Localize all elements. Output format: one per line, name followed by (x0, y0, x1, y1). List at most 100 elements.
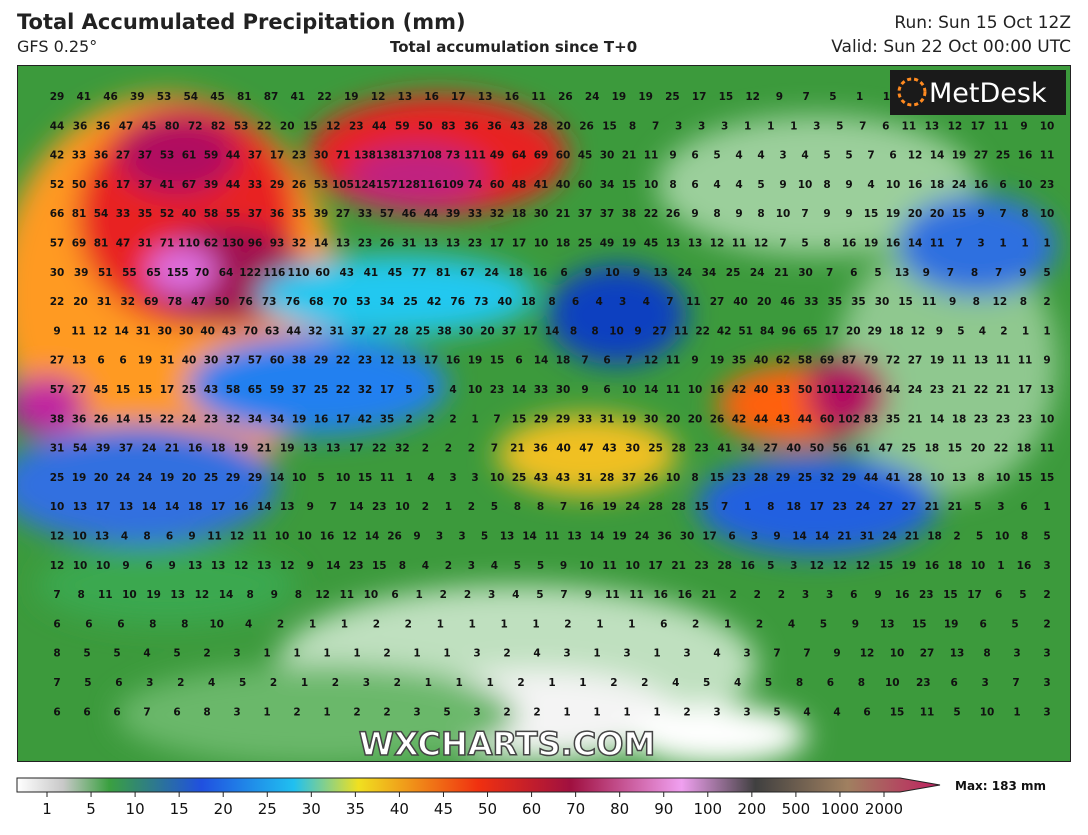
grid-value: 13 (446, 238, 461, 250)
grid-value: 27 (920, 648, 935, 660)
grid-value: 9 (1043, 355, 1050, 367)
grid-value: 7 (999, 208, 1006, 220)
grid-value: 40 (754, 384, 769, 396)
grid-value: 3 (413, 706, 420, 718)
grid-value: 43 (556, 472, 571, 484)
grid-value: 8 (796, 677, 803, 689)
grid-value: 19 (234, 443, 249, 455)
grid-value: 33 (72, 150, 87, 162)
grid-value: 30 (875, 296, 890, 308)
grid-value: 26 (666, 208, 681, 220)
grid-value: 27 (710, 296, 725, 308)
grid-value: 20 (480, 325, 495, 337)
grid-value: 29 (50, 91, 65, 103)
tick-label: 1 (42, 800, 52, 818)
grid-value: 37 (351, 325, 366, 337)
grid-value: 3 (743, 706, 750, 718)
grid-value: 67 (460, 267, 475, 279)
grid-value: 36 (72, 413, 87, 425)
grid-value: 18 (508, 267, 523, 279)
grid-value: 57 (380, 208, 395, 220)
grid-value: 1 (405, 472, 412, 484)
grid-value: 2 (464, 589, 471, 601)
grid-value: 19 (292, 413, 307, 425)
grid-value: 21 (948, 501, 963, 513)
grid-value: 2 (405, 413, 412, 425)
grid-value: 2 (405, 618, 412, 630)
grid-value: 39 (96, 443, 111, 455)
grid-value: 82 (211, 120, 226, 132)
grid-value: 11 (922, 296, 937, 308)
grid-value: 27 (902, 501, 917, 513)
grid-value: 37 (578, 208, 593, 220)
grid-value: 15 (879, 560, 894, 572)
grid-value: 2 (610, 677, 617, 689)
grid-value: 26 (292, 179, 307, 191)
grid-value: 16 (1017, 560, 1032, 572)
grid-value: 34 (380, 296, 395, 308)
grid-value: 32 (490, 208, 505, 220)
grid-value: 12 (50, 560, 65, 572)
grid-value: 24 (585, 91, 600, 103)
grid-value: 10 (776, 208, 791, 220)
grid-value: 18 (952, 413, 967, 425)
grid-value: 5 (536, 589, 543, 601)
grid-value: 4 (801, 150, 808, 162)
grid-value: 45 (210, 91, 225, 103)
grid-value: 9 (977, 208, 984, 220)
grid-value: 4 (449, 384, 456, 396)
grid-value: 59 (395, 120, 410, 132)
grid-value: 43 (510, 120, 525, 132)
grid-value: 12 (710, 238, 725, 250)
grid-value: 2 (692, 618, 699, 630)
grid-value: 8 (629, 120, 636, 132)
grid-value: 5 (405, 384, 412, 396)
grid-value: 9 (585, 267, 592, 279)
grid-value: 46 (402, 208, 417, 220)
grid-value: 2 (422, 501, 429, 513)
grid-value: 30 (50, 267, 65, 279)
grid-value: 32 (308, 325, 323, 337)
grid-value: 21 (905, 531, 920, 543)
grid-value: 32 (226, 413, 241, 425)
grid-value: 8 (1021, 208, 1028, 220)
grid-value: 13 (398, 91, 413, 103)
grid-value: 19 (72, 472, 87, 484)
grid-value: 11 (930, 238, 945, 250)
logo: MetDesk (890, 70, 1066, 115)
grid-value: 11 (207, 531, 222, 543)
grid-value: 39 (314, 208, 329, 220)
grid-value: 33 (776, 384, 791, 396)
grid-value: 1 (301, 677, 308, 689)
grid-value: 10 (666, 472, 681, 484)
grid-value: 13 (653, 267, 668, 279)
grid-value: 14 (219, 589, 234, 601)
grid-value: 23 (1040, 179, 1055, 191)
grid-value: 1 (500, 618, 507, 630)
grid-value: 84 (760, 325, 775, 337)
grid-value: 2 (332, 677, 339, 689)
grid-value: 3 (473, 648, 480, 660)
grid-value: 8 (757, 208, 764, 220)
grid-value: 31 (50, 443, 65, 455)
grid-value: 23 (996, 413, 1011, 425)
grid-value: 54 (73, 443, 88, 455)
grid-value: 13 (950, 648, 965, 660)
grid-value: 37 (622, 472, 637, 484)
grid-value: 23 (372, 501, 387, 513)
grid-value: 1 (437, 618, 444, 630)
grid-value: 62 (776, 355, 791, 367)
grid-value: 16 (677, 589, 692, 601)
grid-value: 1 (653, 648, 660, 660)
grid-value: 5 (836, 120, 843, 132)
tick-label: 500 (782, 800, 811, 818)
grid-value: 11 (952, 355, 967, 367)
grid-value: 19 (280, 443, 295, 455)
grid-value: 15 (1018, 472, 1033, 484)
grid-value: 53 (157, 91, 172, 103)
grid-value: 30 (157, 325, 172, 337)
grid-value: 17 (523, 325, 538, 337)
grid-value: 7 (143, 706, 150, 718)
grid-value: 17 (116, 179, 131, 191)
grid-value: 57 (50, 384, 65, 396)
